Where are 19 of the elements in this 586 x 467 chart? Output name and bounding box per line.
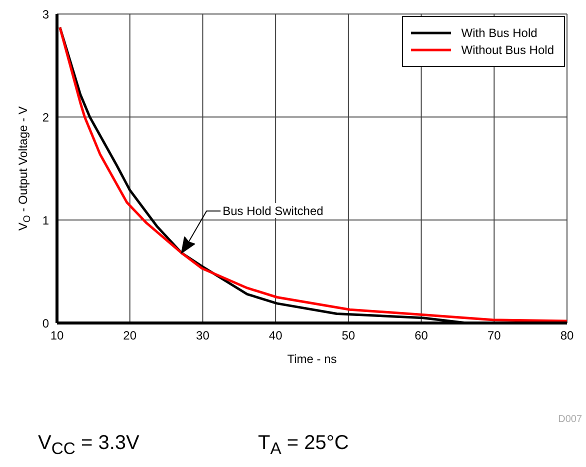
x-tick-label: 80 [560,328,574,343]
x-tick-label: 50 [342,328,356,343]
y-tick-label: 3 [42,7,50,22]
x-tick-label: 10 [50,328,64,343]
x-tick-label: 70 [487,328,502,343]
y-tick-label: 0 [42,316,50,330]
text: D007 [558,414,582,425]
x-tick-label: 40 [268,328,283,343]
x-tick-label: 20 [123,328,137,343]
x-tick-label: 60 [414,328,428,343]
x-tick-label: 30 [196,328,210,343]
annotation: Bus Hold Switched [222,204,324,218]
legend-label: Without Bus Hold [461,43,554,57]
text: V$_{CC}$ = 3.3V [38,432,140,459]
y-tick-label: 1 [42,213,50,228]
y-tick-label: 2 [42,110,50,124]
x-axis-title: Time - ns [287,352,337,366]
text: T$_{A}$ = 25°C [258,432,350,459]
legend-label: With Bus Hold [461,26,538,40]
